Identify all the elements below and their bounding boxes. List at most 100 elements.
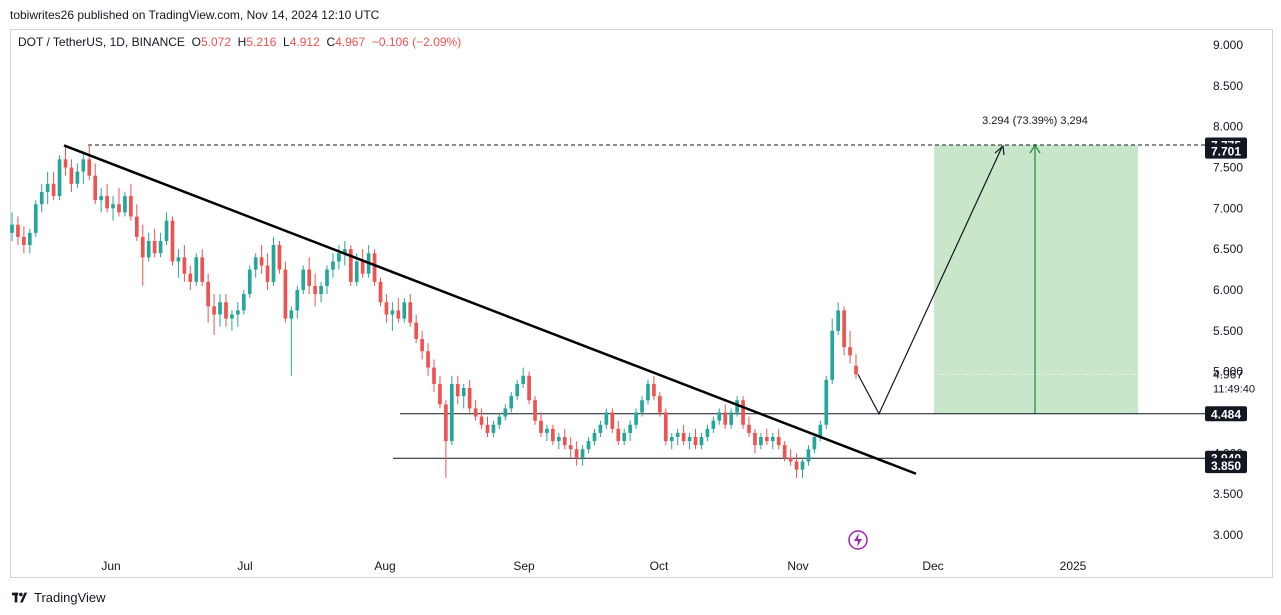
candle[interactable] bbox=[586, 437, 591, 454]
candle[interactable] bbox=[378, 277, 383, 307]
candle[interactable] bbox=[134, 204, 139, 241]
candle[interactable] bbox=[729, 408, 734, 429]
candle[interactable] bbox=[265, 253, 270, 290]
candle[interactable] bbox=[741, 396, 745, 429]
candle[interactable] bbox=[414, 314, 419, 344]
candle[interactable] bbox=[580, 445, 585, 466]
candle[interactable] bbox=[390, 302, 395, 331]
candle[interactable] bbox=[206, 273, 210, 323]
candle[interactable] bbox=[812, 432, 817, 454]
candle[interactable] bbox=[646, 379, 650, 405]
candle[interactable] bbox=[806, 445, 811, 466]
candle[interactable] bbox=[372, 249, 377, 286]
candle[interactable] bbox=[360, 249, 365, 278]
candle[interactable] bbox=[289, 306, 294, 376]
candle[interactable] bbox=[717, 408, 722, 425]
candle[interactable] bbox=[479, 408, 484, 429]
candle[interactable] bbox=[604, 408, 609, 429]
candle[interactable] bbox=[503, 404, 508, 421]
candle[interactable] bbox=[491, 420, 496, 437]
candle[interactable] bbox=[182, 245, 187, 282]
candle[interactable] bbox=[675, 428, 680, 446]
candle[interactable] bbox=[200, 249, 205, 286]
candle[interactable] bbox=[140, 224, 145, 286]
candle[interactable] bbox=[99, 187, 103, 213]
candle[interactable] bbox=[45, 171, 50, 205]
candle[interactable] bbox=[848, 330, 852, 364]
candle[interactable] bbox=[461, 383, 466, 409]
candle[interactable] bbox=[164, 212, 169, 246]
candle[interactable] bbox=[562, 428, 567, 450]
candle[interactable] bbox=[384, 294, 389, 323]
candle[interactable] bbox=[539, 412, 543, 438]
candle[interactable] bbox=[794, 453, 799, 478]
candle[interactable] bbox=[247, 265, 252, 299]
candle[interactable] bbox=[551, 424, 555, 446]
candle[interactable] bbox=[652, 375, 656, 401]
candle[interactable] bbox=[705, 424, 710, 442]
candle[interactable] bbox=[426, 343, 430, 376]
candle[interactable] bbox=[592, 428, 597, 446]
candle[interactable] bbox=[574, 441, 579, 466]
candle[interactable] bbox=[699, 432, 704, 450]
candle[interactable] bbox=[408, 294, 413, 327]
candle[interactable] bbox=[449, 375, 454, 446]
candle[interactable] bbox=[693, 428, 698, 450]
candle[interactable] bbox=[253, 253, 258, 278]
candle[interactable] bbox=[711, 416, 716, 433]
candle[interactable] bbox=[432, 359, 436, 393]
candle[interactable] bbox=[307, 257, 312, 295]
candle[interactable] bbox=[224, 294, 228, 327]
candle[interactable] bbox=[444, 400, 448, 478]
candle[interactable] bbox=[319, 281, 323, 303]
candle[interactable] bbox=[87, 144, 92, 180]
candle[interactable] bbox=[81, 151, 86, 184]
candle[interactable] bbox=[69, 159, 74, 192]
candle[interactable] bbox=[57, 155, 62, 201]
candle[interactable] bbox=[527, 371, 531, 405]
candle[interactable] bbox=[556, 432, 561, 450]
candle[interactable] bbox=[396, 298, 401, 323]
candle[interactable] bbox=[753, 428, 757, 454]
candle[interactable] bbox=[622, 428, 627, 446]
candle[interactable] bbox=[39, 183, 44, 213]
candle[interactable] bbox=[628, 420, 632, 442]
candle[interactable] bbox=[467, 379, 472, 413]
candle[interactable] bbox=[10, 212, 14, 241]
candle[interactable] bbox=[776, 428, 781, 450]
candle[interactable] bbox=[22, 226, 26, 254]
candle[interactable] bbox=[842, 306, 846, 356]
candle[interactable] bbox=[123, 192, 127, 217]
chart-frame[interactable] bbox=[10, 29, 1273, 578]
candle[interactable] bbox=[402, 298, 407, 323]
candle[interactable] bbox=[800, 457, 805, 478]
candle[interactable] bbox=[497, 412, 502, 429]
candle[interactable] bbox=[568, 437, 573, 458]
footer-brand[interactable]: TradingView bbox=[34, 590, 106, 605]
candle[interactable] bbox=[51, 171, 56, 201]
candle[interactable] bbox=[473, 400, 478, 421]
candle[interactable] bbox=[759, 432, 763, 450]
candle[interactable] bbox=[331, 253, 335, 278]
candle[interactable] bbox=[687, 432, 692, 450]
candle[interactable] bbox=[420, 330, 424, 360]
candle[interactable] bbox=[663, 408, 668, 446]
candle[interactable] bbox=[658, 392, 662, 417]
candle[interactable] bbox=[515, 379, 520, 401]
candle[interactable] bbox=[170, 216, 175, 266]
legend-symbol[interactable]: DOT / TetherUS, 1D, BINANCE bbox=[18, 35, 185, 49]
candle[interactable] bbox=[63, 147, 68, 176]
candle[interactable] bbox=[283, 261, 288, 323]
candle[interactable] bbox=[640, 396, 644, 417]
candle[interactable] bbox=[782, 441, 787, 462]
candle[interactable] bbox=[836, 302, 841, 335]
candle[interactable] bbox=[194, 253, 199, 286]
candle[interactable] bbox=[295, 285, 300, 319]
candle[interactable] bbox=[129, 183, 133, 221]
candle[interactable] bbox=[788, 449, 793, 466]
candle[interactable] bbox=[93, 163, 98, 205]
candle[interactable] bbox=[271, 236, 276, 286]
candle[interactable] bbox=[152, 228, 157, 258]
candle[interactable] bbox=[313, 273, 317, 307]
